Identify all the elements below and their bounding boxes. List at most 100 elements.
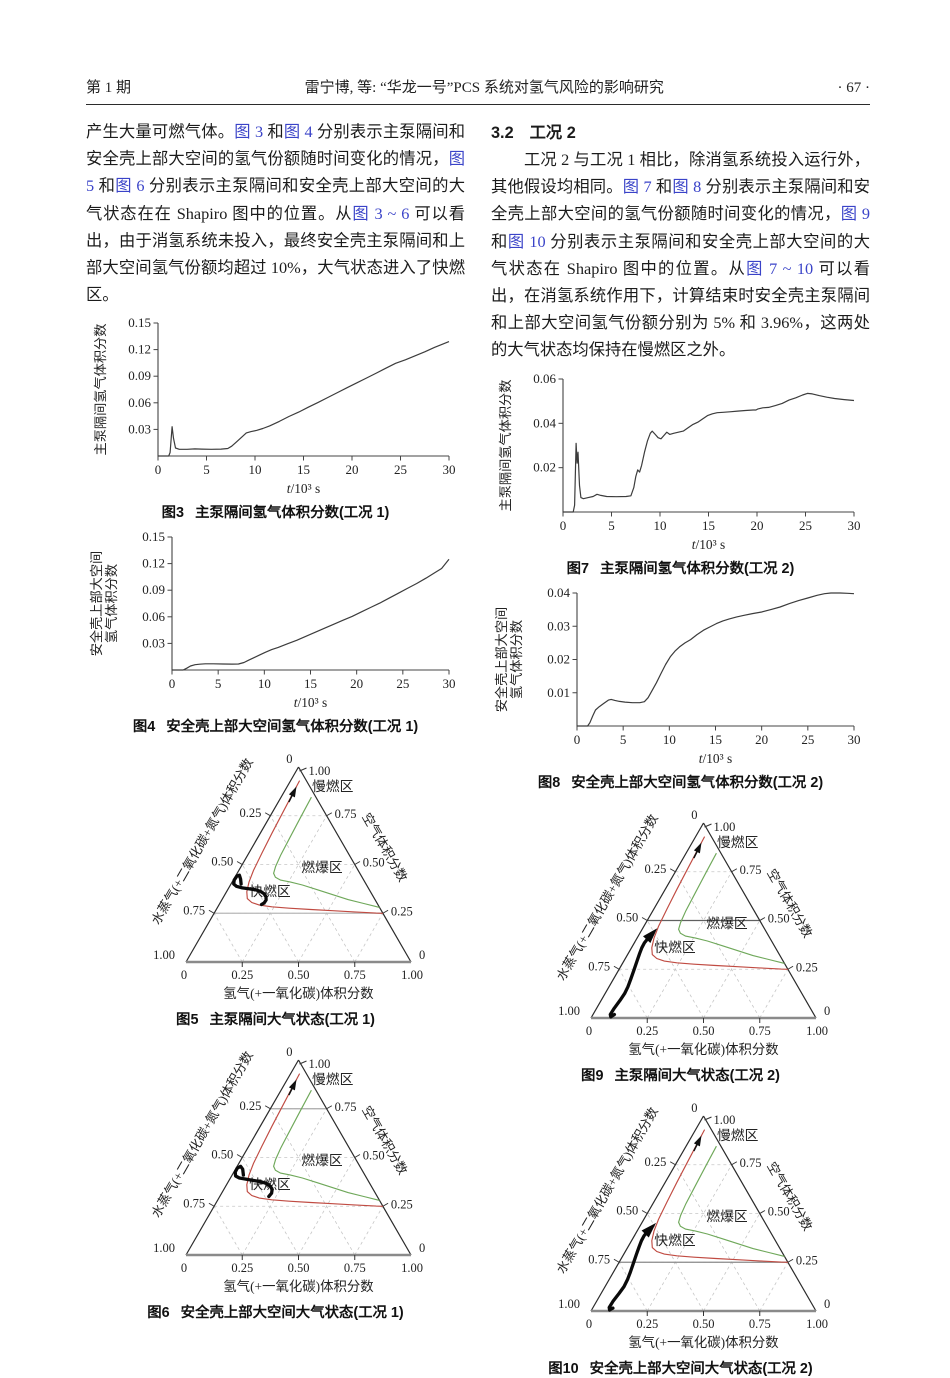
svg-text:0.25: 0.25 <box>231 1261 253 1275</box>
svg-text:0.25: 0.25 <box>796 960 818 974</box>
figure-4-caption: 图4 安全壳上部大空间氢气体积分数(工况 1) <box>86 715 465 736</box>
fig3-line-chart: 0 5 10 15 20 25 30 0.03 0.06 0.09 0.12 0.15 主泵隔间氢气体积… <box>93 315 456 496</box>
page-number: · 67 · <box>837 80 871 96</box>
right-column: 3.2 工况 2 工况 2 与工况 1 相比，除消氢系统投入运行外，其他假设均相同… <box>491 118 870 1378</box>
svg-text:0.50: 0.50 <box>211 855 233 869</box>
svg-text:0.25: 0.25 <box>240 806 262 820</box>
figure-reference-link[interactable]: 图 4 <box>283 122 313 141</box>
two-column-layout: 产生大量可燃气体。图 3 和图 4 分别表示主泵隔间和安全壳上部大空间的氢气份额… <box>86 118 870 1378</box>
figure-reference-link[interactable]: 图 5 <box>86 149 465 196</box>
figure-reference-link[interactable]: 图 7 <box>622 177 652 197</box>
figure-9-caption: 图9 主泵隔间大气状态(工况 2) <box>491 1064 870 1085</box>
svg-text:0: 0 <box>181 1261 187 1275</box>
svg-text:0: 0 <box>824 1004 830 1018</box>
plot: 0 5 10 15 20 25 30 0.02 0.04 0.06 主泵隔间氢气体积分数 t/10³ … <box>498 371 861 552</box>
text-run: 和 <box>651 177 673 197</box>
fig4-line-chart: 0 5 10 15 20 25 30 0.03 0.06 0.09 0.12 0.15 安全壳上部大空间… <box>88 529 456 710</box>
svg-text:0: 0 <box>691 1101 697 1115</box>
svg-text:燃爆区: 燃爆区 <box>301 1152 343 1168</box>
figure-6: 0.25 0.25 0.25 0.50 0.50 0.50 0.75 0.75 0.75 0 1.0… <box>86 1038 465 1322</box>
svg-text:0: 0 <box>419 1241 425 1255</box>
data-curve <box>158 341 450 458</box>
svg-text:0.50: 0.50 <box>363 1149 385 1163</box>
figure-10: 0.25 0.25 0.25 0.50 0.50 0.50 0.75 0.75 0.75 0 1.0… <box>491 1094 870 1378</box>
figure-6-number: 图6 <box>147 1305 170 1322</box>
paragraph-case1: 产生大量可燃气体。图 3 和图 4 分别表示主泵隔间和安全壳上部大空间的氢气份额… <box>86 118 465 308</box>
svg-text:主泵隔间氢气体积分数: 主泵隔间氢气体积分数 <box>498 379 513 511</box>
svg-text:氢气体积分数: 氢气体积分数 <box>509 620 524 699</box>
svg-text:0.04: 0.04 <box>547 585 570 600</box>
svg-text:燃爆区: 燃爆区 <box>706 1208 748 1224</box>
text-run: 分别表示主泵隔间和安全壳上部大空间的大气状态在 Shapiro 图中的位置。从 <box>491 231 870 278</box>
fig6-ternary-chart: 0.25 0.25 0.25 0.50 0.50 0.50 0.75 0.75 0.75 0 1.0… <box>148 1045 425 1294</box>
ternary-left-axis-label: 水蒸气(+二氧化碳+氮气)体积分数 <box>553 811 661 983</box>
figure-3-number: 图3 <box>161 505 185 522</box>
svg-text:0.75: 0.75 <box>335 807 357 821</box>
svg-text:20: 20 <box>346 462 359 477</box>
svg-text:0.75: 0.75 <box>344 968 366 982</box>
svg-text:0.25: 0.25 <box>636 1317 658 1331</box>
data-curve <box>577 592 855 727</box>
svg-text:0.25: 0.25 <box>645 1154 667 1168</box>
figure-9-number: 图9 <box>581 1067 604 1084</box>
svg-text:20: 20 <box>350 676 363 691</box>
svg-text:氢气体积分数: 氢气体积分数 <box>104 564 119 643</box>
svg-text:10: 10 <box>654 518 667 533</box>
figure-reference-link[interactable]: 图 3 ~ 6 <box>352 203 410 223</box>
svg-text:快燃区: 快燃区 <box>654 1232 696 1248</box>
svg-text:1.00: 1.00 <box>806 1317 828 1331</box>
detonation-limit-curve <box>677 1145 785 1257</box>
svg-text:0.06: 0.06 <box>533 371 556 386</box>
svg-text:1.00: 1.00 <box>153 1241 175 1255</box>
svg-text:1.00: 1.00 <box>309 1057 331 1071</box>
svg-text:0.25: 0.25 <box>636 1024 658 1038</box>
svg-text:0.03: 0.03 <box>142 636 165 651</box>
svg-text:15: 15 <box>709 732 722 747</box>
flammability-limit-curve <box>651 835 788 970</box>
figure-reference-link[interactable]: 图 9 <box>840 204 870 224</box>
ternary-bottom-axis-label: 氢气(+一氧化碳)体积分数 <box>628 1042 779 1057</box>
svg-text:10: 10 <box>663 732 676 747</box>
svg-text:0: 0 <box>586 1024 592 1038</box>
figure-7-number: 图7 <box>566 560 590 577</box>
figure-9: 0.25 0.25 0.25 0.50 0.50 0.50 0.75 0.75 0.75 0 1.0… <box>491 801 870 1085</box>
ternary-plot: 0.25 0.25 0.25 0.50 0.50 0.50 0.75 0.75 0.75 0 1.0… <box>148 1045 425 1294</box>
svg-text:安全壳上部大空间: 安全壳上部大空间 <box>88 551 104 657</box>
svg-text:15: 15 <box>702 518 715 533</box>
svg-text:25: 25 <box>394 462 407 477</box>
figure-3-title: 主泵隔间氢气体积分数(工况 1) <box>195 505 390 522</box>
svg-text:0.50: 0.50 <box>616 1203 638 1217</box>
figure-reference-link[interactable]: 图 7 ~ 10 <box>746 258 814 278</box>
ternary-right-axis-label: 空气体积分数 <box>359 1104 410 1178</box>
svg-text:0.75: 0.75 <box>344 1261 366 1275</box>
text-run: 分别表示主泵隔间和安全壳上部大空间的氢气份额随时间变化的情况， <box>491 177 870 224</box>
journal-page: 第 1 期 雷宁博, 等: “华龙一号”PCS 系统对氢气风险的影响研究 · 6… <box>86 80 871 1377</box>
svg-text:0.03: 0.03 <box>547 618 570 633</box>
svg-text:25: 25 <box>396 676 409 691</box>
figure-7-caption: 图7 主泵隔间氢气体积分数(工况 2) <box>491 557 870 578</box>
figure-reference-link[interactable]: 图 3 <box>234 122 264 141</box>
ternary-bottom-axis-label: 氢气(+一氧化碳)体积分数 <box>628 1335 779 1350</box>
svg-text:0.25: 0.25 <box>391 905 413 919</box>
svg-text:0.15: 0.15 <box>142 529 165 544</box>
text-run: 和 <box>94 176 116 196</box>
svg-text:0.25: 0.25 <box>240 1099 262 1113</box>
figure-reference-link[interactable]: 图 10 <box>507 231 546 251</box>
svg-text:0: 0 <box>574 732 581 747</box>
svg-text:0: 0 <box>181 968 187 982</box>
figure-4-number: 图4 <box>132 719 156 736</box>
figure-reference-link[interactable]: 图 6 <box>115 176 145 196</box>
figure-reference-link[interactable]: 图 8 <box>672 177 702 197</box>
svg-text:0.09: 0.09 <box>142 583 165 598</box>
text-run: 可以看出，由于消氢系统未投入，最终安全壳主泵隔间和上部大空间氢气份额均超过 10… <box>86 203 465 305</box>
issue-label: 第 1 期 <box>86 80 132 96</box>
svg-text:30: 30 <box>443 462 456 477</box>
svg-text:0: 0 <box>286 1045 292 1059</box>
svg-text:0.75: 0.75 <box>183 904 205 918</box>
state-trajectory <box>607 1226 653 1312</box>
svg-text:t/10³ s: t/10³ s <box>692 537 725 552</box>
svg-text:安全壳上部大空间: 安全壳上部大空间 <box>493 606 509 712</box>
svg-text:0.01: 0.01 <box>547 684 570 699</box>
text-run: 和 <box>491 231 508 251</box>
section-number: 3.2 <box>491 124 514 142</box>
